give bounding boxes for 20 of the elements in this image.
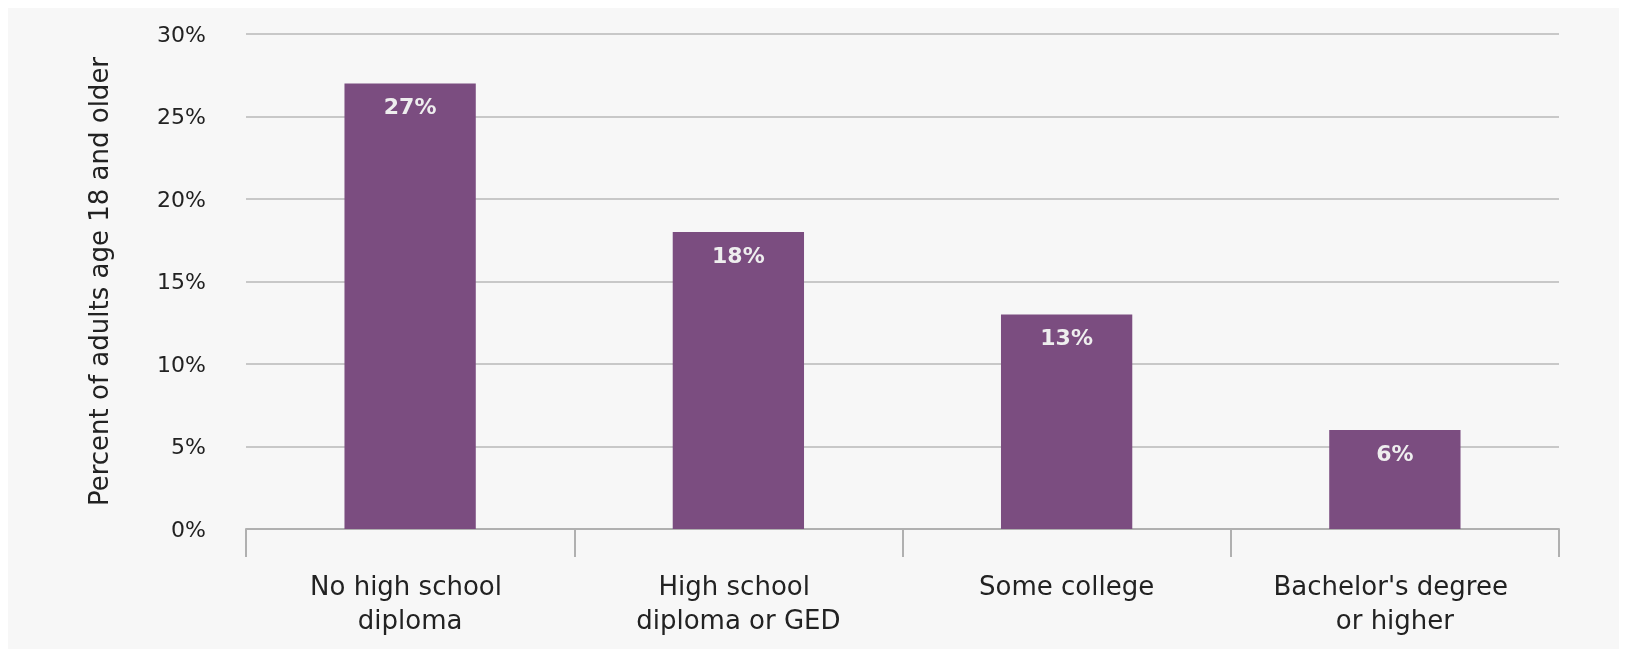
y-axis-title: Percent of adults age 18 and older: [84, 56, 114, 507]
bar: [672, 232, 805, 529]
data-label: 27%: [383, 94, 437, 119]
y-tick-label: 30%: [157, 21, 206, 47]
x-tick-label: No high school diploma: [310, 571, 511, 635]
x-tick-label: Bachelor's degree or higher: [1273, 571, 1517, 635]
y-tick-label: 20%: [157, 186, 206, 212]
y-tick-label: 25%: [157, 104, 206, 129]
y-tick-label: 15%: [157, 269, 206, 294]
data-label: 18%: [712, 242, 765, 268]
data-label: 13%: [1040, 325, 1093, 350]
x-tick-label: High school diploma or GED: [636, 571, 841, 635]
y-tick-label: 10%: [157, 351, 206, 377]
y-tick-label: 5%: [171, 434, 206, 459]
bar: [344, 83, 476, 529]
x-tick-label: Some college: [979, 571, 1155, 601]
bar: [1329, 430, 1461, 529]
bar: [1000, 314, 1133, 529]
data-label: 6%: [1376, 440, 1414, 466]
y-tick-label: 0%: [171, 516, 206, 542]
